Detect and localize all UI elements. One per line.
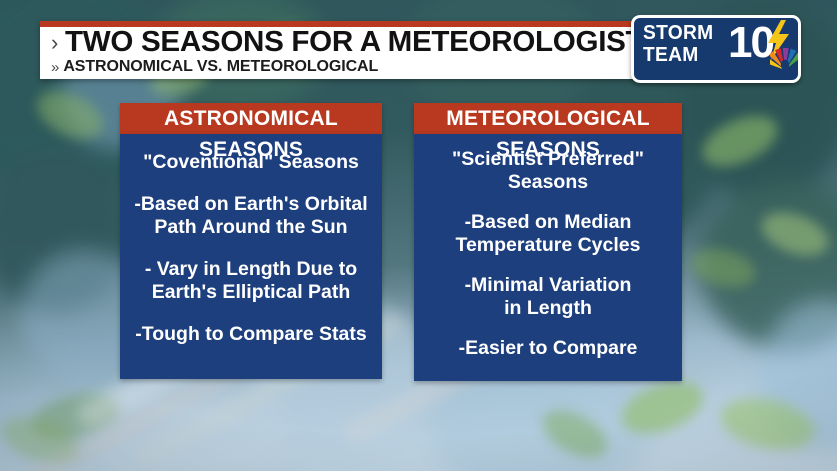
subtitle-row: » ASTRONOMICAL VS. METEOROLOGICAL: [51, 59, 378, 75]
panel-astronomical-body: "Coventional" Seasons -Based on Earth's …: [120, 134, 382, 379]
panel-astronomical-bullet-4: -Tough to Compare Stats: [135, 323, 367, 345]
panel-astronomical-heading: ASTRONOMICAL SEASONS: [120, 103, 382, 161]
page-subtitle: ASTRONOMICAL VS. METEOROLOGICAL: [63, 58, 379, 75]
page-title: TWO SEASONS FOR A METEOROLOGIST: [65, 26, 644, 58]
panel-meteorological: METEOROLOGICAL SEASONS "Scientist Prefer…: [414, 103, 682, 381]
title-row: › TWO SEASONS FOR A METEOROLOGIST: [51, 28, 644, 57]
logo-line-storm: STORM: [643, 22, 714, 44]
nbc-peacock-icon: [770, 47, 798, 71]
logo-channel-number: 10: [728, 18, 775, 67]
storm-team-10-logo: STORM TEAM 10: [631, 15, 801, 83]
logo-line-team: TEAM: [643, 44, 699, 66]
panel-meteorological-bullet-1: "Scientist Preferred" Seasons: [452, 148, 644, 193]
panel-astronomical-bullet-3: - Vary in Length Due to Earth's Elliptic…: [144, 258, 358, 303]
chevron-right-icon: ›: [51, 29, 59, 55]
panel-astronomical: ASTRONOMICAL SEASONS "Coventional" Seaso…: [120, 103, 382, 379]
panel-astronomical-bullet-1: "Coventional" Seasons: [143, 151, 359, 173]
panel-meteorological-heading: METEOROLOGICAL SEASONS: [414, 103, 682, 161]
title-bar-accent-strip: [40, 21, 790, 27]
panel-meteorological-body: "Scientist Preferred" Seasons -Based on …: [414, 134, 682, 381]
panel-meteorological-bullet-2: -Based on Median Temperature Cycles: [455, 211, 641, 256]
double-chevron-right-icon: »: [51, 58, 59, 76]
panel-astronomical-bullet-2: -Based on Earth's Orbital Path Around th…: [134, 193, 368, 238]
lightning-bolt-icon: [768, 20, 789, 60]
panel-meteorological-bullet-4: -Easier to Compare: [458, 337, 638, 359]
panel-meteorological-bullet-3: -Minimal Variation in Length: [464, 274, 632, 319]
